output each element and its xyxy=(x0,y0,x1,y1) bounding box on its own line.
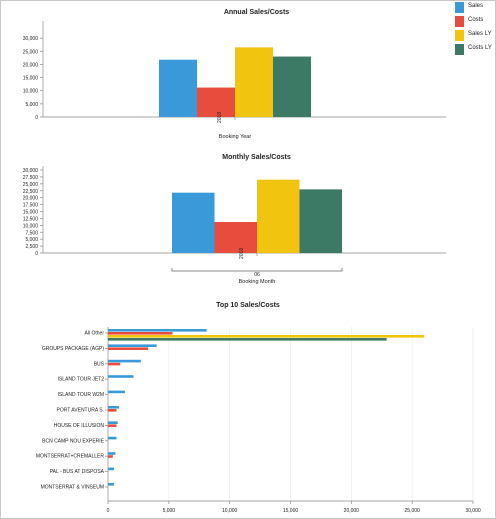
bar-sales xyxy=(172,192,215,253)
y-tick-label: 30,000 xyxy=(23,168,39,174)
y-tick-label: 22,500 xyxy=(23,189,39,195)
bar-costs-ly xyxy=(108,338,387,341)
legend-item-sales-ly[interactable]: Sales LY xyxy=(451,29,496,43)
category-label: PORT AVENTURA S. xyxy=(56,408,104,414)
bar-costs-ly xyxy=(299,189,342,253)
legend-label: Sales LY xyxy=(468,31,492,37)
category-label: MONTSERRAT & VINSEUM xyxy=(41,485,104,491)
bar-sales xyxy=(108,421,118,424)
y-tick-label: 25,000 xyxy=(23,49,39,55)
x-tick-label: 15,000 xyxy=(283,508,299,514)
monthly-sales-costs-chart: Monthly Sales/Costs 02,5005,0007,50010,00… xyxy=(23,154,446,285)
bar-sales xyxy=(159,59,197,117)
legend-label: Sales xyxy=(468,3,484,9)
x-axis-title: Booking Month xyxy=(239,279,276,285)
x-tick-label: 2018 xyxy=(239,248,245,259)
bar-costs xyxy=(197,87,235,117)
x-tick-label: 10,000 xyxy=(222,508,238,514)
bar-costs xyxy=(108,362,121,366)
x-tick-label: 20,000 xyxy=(344,508,360,514)
y-tick-label: 20,000 xyxy=(23,196,39,202)
category-label: ISLAND TOUR JET2 xyxy=(58,377,105,383)
legend-label: Costs LY xyxy=(468,45,492,51)
chart-title: Monthly Sales/Costs xyxy=(222,154,291,161)
legend-item-costs[interactable]: Costs xyxy=(451,15,496,29)
x-tick-label: 2018 xyxy=(217,112,223,123)
bar-costs xyxy=(108,332,173,335)
y-tick-label: 10,000 xyxy=(23,223,39,229)
bar-sales xyxy=(108,390,126,394)
bar-sales xyxy=(108,483,115,486)
bar-costs xyxy=(214,222,257,253)
y-tick-label: 30,000 xyxy=(23,36,39,42)
category-label: All Other xyxy=(85,331,105,337)
bar-costs xyxy=(108,409,117,412)
chart-title: Top 10 Sales/Costs xyxy=(216,302,280,309)
y-tick-label: 10,000 xyxy=(23,89,39,95)
bar-sales xyxy=(108,329,207,332)
y-tick-label: 15,000 xyxy=(23,210,39,216)
y-tick-label: 25,000 xyxy=(23,182,39,188)
y-tick-label: 17,500 xyxy=(23,203,39,209)
y-tick-label: 12,500 xyxy=(23,216,39,222)
bar-sales xyxy=(108,467,115,471)
bar-sales xyxy=(108,344,157,347)
legend-label: Costs xyxy=(468,17,484,23)
category-label: BUS xyxy=(94,361,105,367)
x-tick-label: 0 xyxy=(107,508,110,514)
bar-costs xyxy=(108,347,149,350)
x-axis-title: Booking Year xyxy=(219,134,252,140)
bar-costs xyxy=(108,455,113,458)
legend-swatch-costs-ly xyxy=(455,44,464,55)
y-tick-label: 15,000 xyxy=(23,76,39,82)
bar-sales-ly xyxy=(235,47,273,117)
x-tick-label: 5,000 xyxy=(163,508,176,514)
y-tick-label: 27,500 xyxy=(23,175,39,181)
legend-item-costs-ly[interactable]: Costs LY xyxy=(451,43,496,57)
y-tick-label: 5,000 xyxy=(25,102,38,108)
legend-swatch-sales xyxy=(455,2,464,13)
bar-sales xyxy=(108,359,141,363)
y-tick-label: 7,500 xyxy=(25,230,38,236)
bar-sales xyxy=(108,436,117,440)
y-tick-label: 0 xyxy=(35,251,38,257)
x-tick-label: 30,000 xyxy=(465,508,481,514)
bar-sales xyxy=(108,375,134,378)
y-tick-label: 2,500 xyxy=(25,244,38,250)
category-label: ISLAND TOUR W2M xyxy=(58,392,105,398)
bar-costs xyxy=(108,424,117,427)
top10-sales-costs-chart: Top 10 Sales/Costs 0 5,000 10,000 15,000 20,0… xyxy=(36,302,481,514)
bar-sales-ly xyxy=(108,335,425,338)
category-label: BCN CAMP NOU EXPERIE xyxy=(42,438,105,444)
bar-sales-ly xyxy=(257,179,300,253)
y-tick-label: 20,000 xyxy=(23,62,39,68)
group-bracket xyxy=(171,268,343,272)
category-label: HOUSE OF ILLUSION xyxy=(54,423,105,429)
legend-swatch-sales-ly xyxy=(455,30,464,41)
category-label: PAL - BUS AT DISPOSA xyxy=(50,469,105,475)
chart-legend: Sales Costs Sales LY Costs LY xyxy=(451,1,496,57)
legend-item-sales[interactable]: Sales xyxy=(451,1,496,15)
bar-costs-ly xyxy=(273,56,311,117)
x-tick-label: 25,000 xyxy=(405,508,421,514)
bar-sales xyxy=(108,452,116,455)
y-tick-label: 5,000 xyxy=(25,237,38,243)
bar-sales xyxy=(108,406,119,409)
category-label: MONTSERRAT+CREMALLER xyxy=(36,454,105,460)
legend-swatch-costs xyxy=(455,16,464,27)
category-label: GROUPS PACKAGE (AGP) xyxy=(42,346,104,352)
group-label: 06 xyxy=(254,272,260,278)
annual-sales-costs-chart: Annual Sales/Costs 0 5,000 10,000 15,000 20,0… xyxy=(23,9,446,140)
chart-title: Annual Sales/Costs xyxy=(224,9,289,16)
y-tick-label: 0 xyxy=(35,115,38,121)
